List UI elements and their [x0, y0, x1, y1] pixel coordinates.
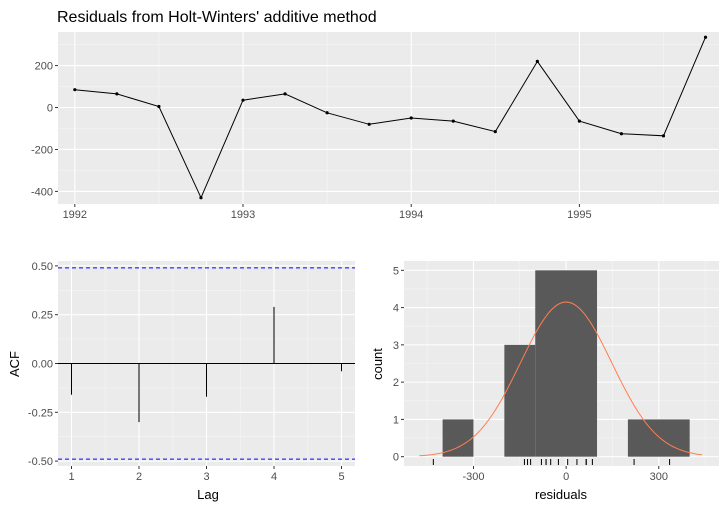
ts-x-tick-label: 1995	[567, 209, 591, 221]
residual-point	[199, 196, 203, 200]
normal-density-curve	[419, 301, 703, 457]
hist-x-axis-title: residuals	[535, 487, 588, 502]
residual-point	[283, 92, 287, 96]
residual-point	[409, 116, 413, 120]
ts-y-tick-label: -200	[31, 144, 53, 156]
acf-x-axis-title: Lag	[197, 487, 219, 502]
acf-x-tick-label: 4	[271, 471, 277, 483]
ts-x-tick-label: 1993	[231, 209, 255, 221]
ts-y-tick-label: 200	[35, 61, 53, 73]
residual-point	[241, 98, 245, 102]
histogram-bar	[504, 344, 536, 457]
residual-point	[661, 134, 666, 138]
acf-y-tick-label: -0.50	[28, 456, 53, 468]
acf-y-tick-label: 0.50	[32, 261, 53, 273]
residual-point	[451, 119, 455, 123]
ts-background	[58, 32, 719, 204]
residual-point	[73, 88, 77, 92]
histogram-bar	[535, 270, 598, 457]
hist-y-tick-label: 1	[393, 414, 399, 426]
hist-y-axis-title: count	[370, 348, 385, 380]
residual-point	[577, 119, 581, 123]
ts-y-tick-label: 0	[47, 103, 53, 115]
acf-y-axis-title: ACF	[7, 351, 22, 377]
histogram-bar	[442, 419, 474, 457]
residual-point	[493, 130, 497, 134]
residual-point	[535, 59, 539, 63]
acf-y-tick-label: 0.25	[32, 310, 53, 322]
hist-y-tick-label: 5	[393, 265, 399, 277]
hist-y-tick-label: 0	[393, 452, 399, 464]
acf-x-tick-label: 5	[338, 471, 344, 483]
residual-point	[325, 111, 329, 115]
residual-point	[115, 92, 119, 96]
ts-x-tick-label: 1992	[63, 209, 87, 221]
acf-y-tick-label: -0.25	[28, 407, 53, 419]
residual-point	[703, 35, 708, 39]
figure-title: Residuals from Holt-Winters' additive me…	[57, 9, 377, 26]
acf-y-tick-label: 0.00	[32, 359, 53, 371]
hist-y-tick-label: 2	[393, 377, 399, 389]
ts-y-tick-label: -400	[31, 186, 53, 198]
residual-point	[157, 104, 161, 109]
residual-time-series-panel: -400 -200 0 200 1992 1993 1994 1995	[31, 32, 719, 221]
residual-series-line	[74, 37, 706, 199]
residual-point	[619, 132, 624, 136]
acf-x-tick-label: 2	[136, 471, 142, 483]
residual-point	[367, 122, 371, 126]
hist-y-tick-label: 4	[393, 303, 399, 315]
histogram-bar	[627, 419, 690, 457]
acf-panel: -0.50 -0.25 0.00 0.25 0.50 1 2 3 4 5 ACF Lag	[7, 261, 355, 502]
hist-x-tick-label: 300	[650, 471, 668, 483]
hist-x-tick-label: -300	[462, 471, 484, 483]
ts-x-tick-label: 1994	[399, 209, 423, 221]
hist-y-tick-label: 3	[393, 340, 399, 352]
acf-x-tick-label: 3	[203, 471, 209, 483]
hist-x-tick-label: 0	[563, 471, 569, 483]
histogram-panel: 0 1 2 3 4 5 -300 0 300 count residuals	[370, 261, 719, 502]
acf-x-tick-label: 1	[68, 471, 74, 483]
